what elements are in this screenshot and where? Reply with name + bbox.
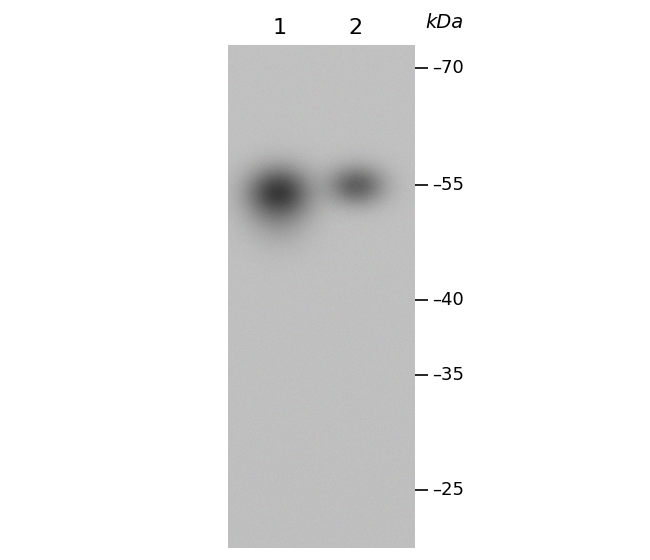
Text: 2: 2 [348, 18, 362, 38]
Text: –70: –70 [432, 59, 463, 77]
Text: 1: 1 [273, 18, 287, 38]
Text: –55: –55 [432, 176, 464, 194]
Text: –25: –25 [432, 481, 464, 499]
Text: –35: –35 [432, 366, 464, 384]
Text: kDa: kDa [425, 12, 463, 31]
Text: –40: –40 [432, 291, 463, 309]
